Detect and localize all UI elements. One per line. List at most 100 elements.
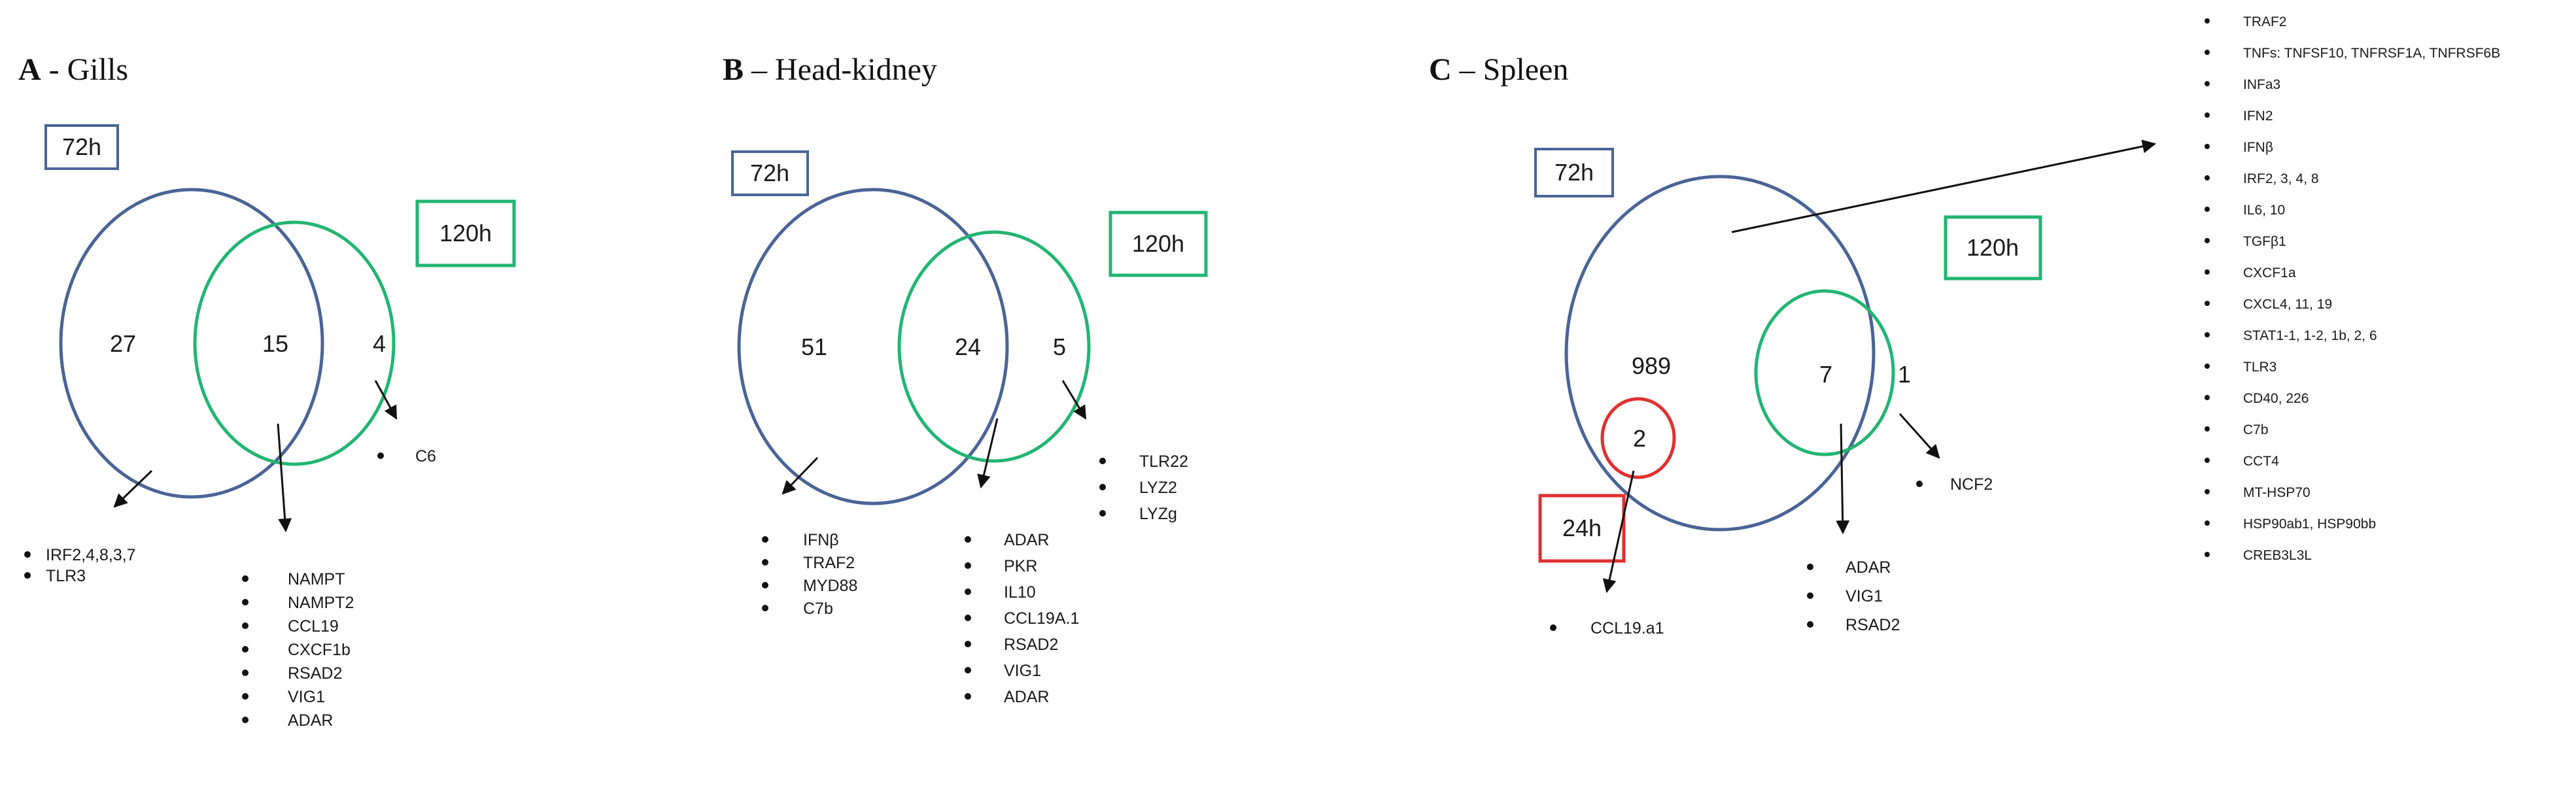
- panel-c-count-shared: 7: [1819, 361, 1832, 388]
- gene-label: CXCF1a: [2243, 265, 2296, 280]
- panel-c-list-72h: TRAF2 TNFs: TNFSF10, TNFRSF1A, TNFRSF6B …: [2205, 14, 2500, 563]
- panel-b-72h-box: [731, 150, 809, 196]
- gene-label: IFNβ: [2243, 140, 2273, 155]
- panel-b-120h-box: [1108, 211, 1208, 277]
- panel-b-72h-label: 72h: [750, 160, 789, 186]
- gene-label: ADAR: [1846, 558, 1891, 577]
- gene-label: RSAD2: [1846, 616, 1900, 634]
- gene-label: INFa3: [2243, 77, 2280, 92]
- gene-label: C7b: [2243, 422, 2269, 437]
- panel-a-list-120h: C6: [377, 447, 436, 466]
- gene-label: C6: [415, 447, 436, 466]
- panel-c-spleen: C – Spleen 72h 120h 24h 989 7 1 2 TRAF2 …: [1429, 14, 2500, 638]
- panel-a-72h-label: 72h: [62, 133, 101, 160]
- gene-label: TGFβ1: [2243, 234, 2286, 249]
- gene-label: HSP90ab1, HSP90bb: [2243, 517, 2376, 532]
- panel-b-count-shared: 24: [955, 333, 981, 360]
- gene-label: NCF2: [1950, 475, 1993, 494]
- panel-a-count-120h: 4: [373, 330, 386, 357]
- gene-label: IRF2, 3, 4, 8: [2243, 171, 2319, 186]
- gene-label: IL6, 10: [2243, 203, 2285, 218]
- gene-label: TLR22: [1139, 452, 1188, 471]
- gene-label: TRAF2: [2243, 14, 2287, 29]
- gene-label: VIG1: [288, 688, 325, 706]
- panel-b-arrow-120h: [1061, 380, 1087, 420]
- panel-c-24h-label: 24h: [1562, 515, 1602, 541]
- gene-label: IL10: [1004, 583, 1036, 602]
- panel-c-title: C – Spleen: [1429, 52, 1568, 87]
- gene-label: TLR3: [2243, 360, 2276, 375]
- panel-c-list-120h: NCF2: [1916, 475, 1993, 494]
- panel-c-72h-circle: [1564, 175, 1876, 532]
- panel-a-arrow-shared: [277, 423, 292, 533]
- panel-c-arrow-shared: [1836, 423, 1850, 535]
- gene-label: RSAD2: [288, 664, 342, 683]
- panel-a-72h-box: [44, 124, 119, 170]
- gene-label: CCT4: [2243, 454, 2279, 469]
- panel-b-120h-label: 120h: [1132, 230, 1184, 257]
- panel-c-120h-label: 120h: [1966, 234, 2019, 261]
- panel-b-list-shared: ADAR PKR IL10 CCL19A.1 RSAD2 VIG1 ADAR: [965, 531, 1079, 706]
- panel-c-count-120h: 1: [1898, 361, 1911, 388]
- gene-label: CCL19A.1: [1004, 609, 1079, 628]
- gene-label: ADAR: [288, 711, 333, 730]
- panel-c-24h-circle: [1600, 397, 1676, 479]
- panel-c-count-72h: 989: [1632, 352, 1671, 379]
- gene-label: CXCF1b: [288, 641, 351, 659]
- panel-c-count-24h: 2: [1633, 425, 1646, 452]
- panel-c-arrow-120h: [1898, 413, 1940, 459]
- panel-a-gills: A - Gills 72h 120h 27 15 4 IRF2,4,8,3,7 …: [18, 52, 516, 730]
- panel-b-list-72h: IFNβ TRAF2 MYD88 C7b: [762, 531, 857, 618]
- panel-b-title: B – Head-kidney: [723, 52, 937, 87]
- panel-a-count-shared: 15: [262, 330, 288, 357]
- gene-label: CCL19.a1: [1590, 619, 1664, 638]
- panel-c-24h-box: [1538, 494, 1626, 563]
- panel-c-72h-box: [1534, 148, 1614, 197]
- gene-label: MYD88: [803, 577, 857, 595]
- panel-b-72h-circle: [737, 188, 1009, 505]
- panel-a-120h-box: [415, 199, 516, 267]
- panel-b-count-72h: 51: [801, 333, 827, 360]
- panel-a-list-shared: NAMPT NAMPT2 CCL19 CXCF1b RSAD2 VIG1 ADA…: [242, 570, 354, 730]
- panel-c-arrow-24h: [1602, 470, 1635, 594]
- gene-label: LYZ2: [1139, 479, 1177, 497]
- panel-b-arrow-shared: [977, 418, 999, 489]
- gene-label: CXCL4, 11, 19: [2243, 297, 2332, 312]
- panel-c-120h-circle: [1754, 289, 1895, 456]
- gene-label: MT-HSP70: [2243, 485, 2310, 500]
- panel-c-list-shared: ADAR VIG1 RSAD2: [1807, 558, 1900, 634]
- panel-a-120h-circle: [193, 220, 396, 466]
- gene-label: ADAR: [1004, 688, 1049, 706]
- panel-b-120h-circle: [897, 230, 1091, 463]
- gene-label: C7b: [803, 600, 833, 618]
- gene-label: TLR3: [46, 567, 86, 585]
- gene-label: LYZg: [1139, 505, 1177, 523]
- gene-label: CCL19: [288, 617, 339, 636]
- panel-b-head-kidney: B – Head-kidney 72h 120h 51 24 5 IFNβ TR…: [723, 52, 1208, 706]
- panel-a-120h-label: 120h: [439, 220, 492, 246]
- panel-c-72h-label: 72h: [1554, 159, 1594, 186]
- panel-a-list-72h: IRF2,4,8,3,7 TLR3: [24, 546, 136, 585]
- panel-c-arrow-72h: [1731, 139, 2157, 233]
- gene-label: CREB3L3L: [2243, 548, 2312, 563]
- gene-label: IRF2,4,8,3,7: [46, 546, 136, 564]
- gene-label: ADAR: [1004, 531, 1049, 549]
- panel-a-count-72h: 27: [110, 330, 136, 357]
- panel-a-arrow-72h: [113, 469, 153, 508]
- gene-label: TRAF2: [803, 554, 855, 572]
- panel-a-arrow-120h: [374, 380, 398, 420]
- gene-label: VIG1: [1846, 587, 1883, 605]
- panel-c-list-24h: CCL19.a1: [1550, 619, 1664, 638]
- panel-b-list-120h: TLR22 LYZ2 LYZg: [1099, 452, 1188, 523]
- gene-label: CD40, 226: [2243, 391, 2309, 406]
- gene-label: IFN2: [2243, 109, 2273, 124]
- gene-label: IFNβ: [803, 531, 839, 549]
- panel-c-120h-box: [1944, 215, 2042, 280]
- panel-b-count-120h: 5: [1053, 333, 1066, 360]
- gene-label: PKR: [1004, 557, 1037, 575]
- gene-label: TNFs: TNFSF10, TNFRSF1A, TNFRSF6B: [2243, 46, 2500, 61]
- gene-label: NAMPT: [288, 570, 345, 588]
- gene-label: RSAD2: [1004, 636, 1058, 654]
- gene-label: STAT1-1, 1-2, 1b, 2, 6: [2243, 328, 2377, 343]
